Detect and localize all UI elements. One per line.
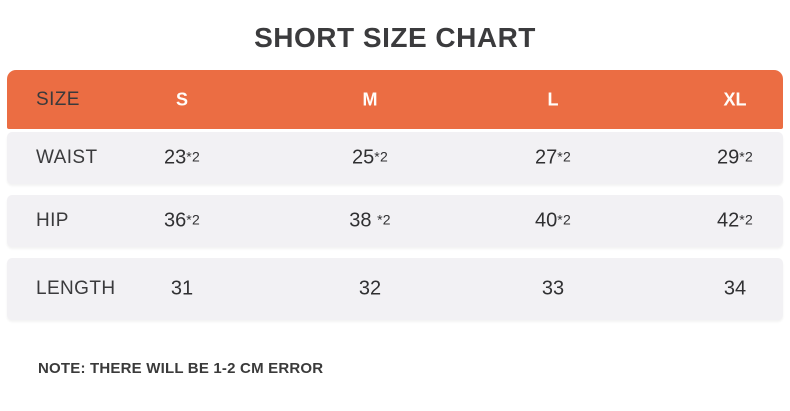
value-multiplier: *2 xyxy=(557,148,571,165)
column-header-xl: XL xyxy=(723,89,747,109)
table-header-row: SIZE S M L XL xyxy=(7,70,783,129)
cell-value: 27 xyxy=(535,146,558,169)
column-header-l: L xyxy=(547,89,559,109)
length-value-l: 33 xyxy=(493,278,613,301)
length-value-m: 32 xyxy=(310,278,430,301)
hip-value-m: 38 *2 xyxy=(310,210,430,233)
cell-value: 29 xyxy=(717,146,740,169)
table-row-waist: WAIST 23*2 25*2 27*2 29*2 xyxy=(7,132,783,184)
cell-value: 42 xyxy=(717,209,740,232)
cell-value: 25 xyxy=(352,146,375,169)
cell-value: 32 xyxy=(358,277,382,300)
cell-value: 38 xyxy=(349,209,378,232)
cell-value: 36 xyxy=(164,209,187,232)
length-value-xl: 34 xyxy=(675,278,790,301)
cell-value: 23 xyxy=(164,146,187,169)
value-multiplier: *2 xyxy=(739,148,753,165)
value-multiplier: *2 xyxy=(377,211,391,228)
waist-value-s: 23*2 xyxy=(122,147,242,170)
column-header-s: S xyxy=(175,89,188,109)
length-value-s: 31 xyxy=(122,278,242,301)
row-label-hip: HIP xyxy=(36,210,69,231)
waist-value-m: 25*2 xyxy=(310,147,430,170)
page-title: SHORT SIZE CHART xyxy=(254,22,536,53)
size-chart-table: SIZE S M L XL WAIST 23*2 25*2 27*2 29*2 … xyxy=(7,70,783,320)
hip-value-xl: 42*2 xyxy=(675,210,790,233)
waist-value-l: 27*2 xyxy=(493,147,613,170)
value-multiplier: *2 xyxy=(557,211,571,228)
cell-value: 31 xyxy=(170,277,194,300)
column-header-m: M xyxy=(362,89,378,109)
value-multiplier: *2 xyxy=(186,211,200,228)
table-row-length: LENGTH 31 32 33 34 xyxy=(7,258,783,320)
size-column-header: SIZE xyxy=(36,88,80,110)
value-multiplier: *2 xyxy=(374,148,388,165)
table-row-hip: HIP 36*2 38 *2 40*2 42*2 xyxy=(7,195,783,247)
error-note: NOTE: THERE WILL BE 1-2 CM ERROR xyxy=(38,360,324,377)
hip-value-s: 36*2 xyxy=(122,210,242,233)
size-chart-page: SHORT SIZE CHART SIZE S M L XL WAIST 23*… xyxy=(0,22,790,411)
waist-value-xl: 29*2 xyxy=(675,147,790,170)
cell-value: 34 xyxy=(723,277,747,300)
cell-value: 33 xyxy=(541,277,565,300)
cell-value: 40 xyxy=(535,209,558,232)
row-label-waist: WAIST xyxy=(36,147,98,168)
value-multiplier: *2 xyxy=(186,148,200,165)
value-multiplier: *2 xyxy=(739,211,753,228)
row-label-length: LENGTH xyxy=(36,278,116,299)
hip-value-l: 40*2 xyxy=(493,210,613,233)
